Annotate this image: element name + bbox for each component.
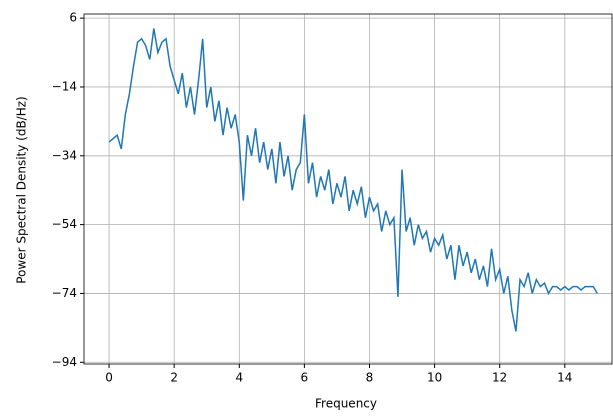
x-tick-label: 6 <box>301 371 309 385</box>
y-tick-label: 6 <box>69 11 77 25</box>
y-tick-label: −94 <box>52 355 77 369</box>
y-tick-label: −14 <box>52 79 77 93</box>
x-tick-label: 10 <box>427 371 442 385</box>
y-tick-label: −74 <box>52 286 77 300</box>
x-axis-label: Frequency <box>315 397 377 411</box>
x-tick-label: 2 <box>170 371 178 385</box>
x-tick-label: 0 <box>105 371 113 385</box>
data-line <box>108 28 598 332</box>
x-tick-label: 12 <box>492 371 507 385</box>
x-tick-label: 8 <box>366 371 374 385</box>
y-tick-label: −34 <box>52 148 77 162</box>
x-tick-label: 4 <box>235 371 243 385</box>
y-tick-label: −54 <box>52 217 77 231</box>
y-axis-label: Power Spectral Density (dB/Hz) <box>15 96 29 283</box>
plot-frame <box>83 13 613 365</box>
x-tick-label: 14 <box>557 371 572 385</box>
